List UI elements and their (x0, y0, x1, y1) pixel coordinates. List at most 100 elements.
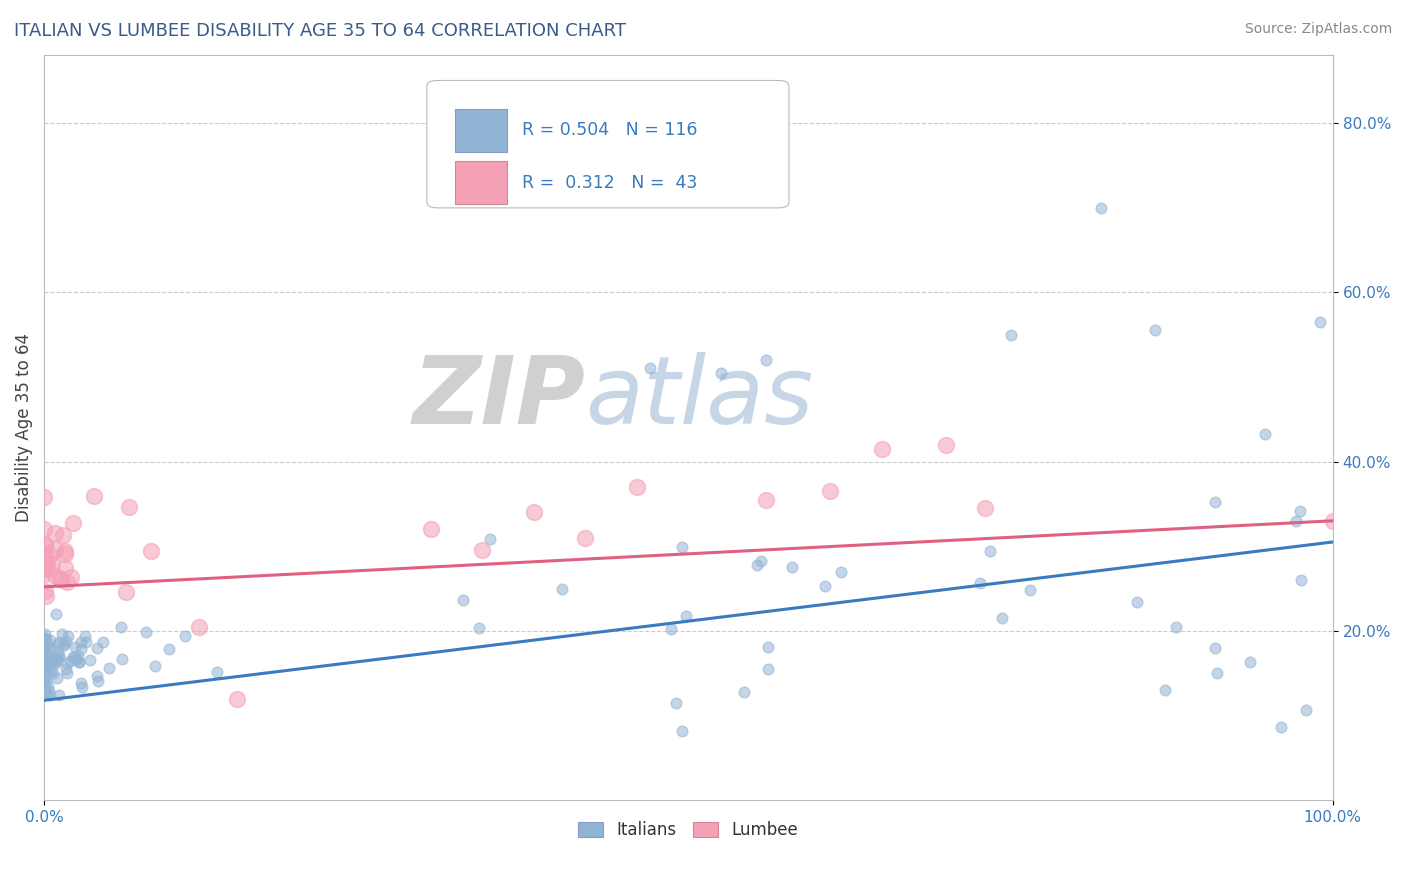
Bar (456, 161, 506, 204)
Point (55, 634, 77, 648)
Point (471, 543, 494, 558)
Point (69, 642, 91, 657)
Point (830, 566, 852, 580)
Legend: Italians, Lumbee: Italians, Lumbee (572, 814, 806, 846)
Point (32, 490, 55, 504)
Point (755, 492, 778, 507)
Point (467, 620, 489, 634)
Point (1205, 666, 1227, 681)
Point (141, 544, 163, 558)
Point (1309, 315, 1331, 329)
Point (780, 560, 803, 574)
Point (143, 659, 166, 673)
Point (814, 579, 837, 593)
Point (73, 629, 96, 643)
Point (53, 638, 76, 652)
Point (755, 353, 778, 368)
Point (32, 636, 55, 650)
Point (35, 655, 58, 669)
Point (35, 561, 58, 575)
Point (638, 361, 661, 376)
Point (39, 633, 62, 648)
Point (659, 622, 682, 636)
Point (37, 679, 59, 693)
Point (118, 500, 141, 515)
Point (38, 688, 60, 702)
Point (79, 653, 101, 667)
Point (48, 648, 70, 662)
Point (226, 691, 249, 706)
Point (419, 522, 441, 536)
Point (34, 589, 56, 603)
Point (157, 641, 180, 656)
Point (52, 528, 75, 542)
Point (32, 677, 55, 691)
Point (174, 628, 197, 642)
Point (32, 643, 55, 657)
Point (55, 662, 77, 676)
Point (38, 655, 60, 669)
Point (38, 649, 60, 664)
Point (46, 671, 69, 685)
Point (63, 640, 86, 655)
Point (34, 646, 56, 660)
Point (44, 526, 66, 541)
Point (110, 620, 132, 634)
Point (34, 632, 56, 646)
Point (67, 655, 90, 669)
Point (1090, 201, 1112, 215)
Point (32, 672, 55, 686)
Point (115, 584, 138, 599)
Point (86, 673, 108, 688)
Point (32, 642, 55, 657)
Point (69, 675, 91, 690)
Point (37, 637, 59, 651)
Point (1254, 426, 1277, 441)
Point (478, 533, 501, 547)
FancyBboxPatch shape (427, 80, 789, 208)
Point (35, 687, 58, 701)
Point (39, 548, 62, 562)
Point (34, 653, 56, 667)
Point (1322, 514, 1344, 528)
Point (710, 366, 733, 380)
Point (97, 660, 120, 674)
Point (56, 666, 79, 681)
Point (56, 629, 79, 643)
Point (749, 554, 772, 568)
Point (664, 696, 686, 710)
Point (745, 558, 768, 572)
Point (45, 607, 67, 621)
Point (38, 663, 60, 677)
Point (48, 649, 70, 664)
Point (626, 480, 648, 494)
Point (48, 688, 70, 702)
Point (1204, 641, 1226, 656)
Point (59, 654, 82, 668)
Point (48, 635, 70, 649)
Point (86, 668, 108, 682)
Point (758, 640, 780, 654)
Point (671, 723, 693, 738)
Point (34, 562, 56, 576)
Point (451, 592, 474, 607)
Point (35, 685, 58, 699)
Point (818, 484, 841, 499)
Point (45, 653, 67, 667)
Point (42, 656, 65, 670)
Point (870, 442, 893, 456)
Text: atlas: atlas (585, 352, 814, 443)
Point (1204, 495, 1226, 509)
Point (75, 635, 97, 649)
Point (135, 625, 157, 640)
Point (733, 684, 755, 698)
Point (39, 652, 62, 666)
Point (973, 501, 995, 516)
Point (32, 560, 55, 574)
Point (70, 680, 93, 694)
Point (65, 652, 87, 666)
Point (34, 627, 56, 641)
Point (45, 656, 67, 670)
Point (34, 659, 56, 673)
Point (205, 665, 228, 680)
